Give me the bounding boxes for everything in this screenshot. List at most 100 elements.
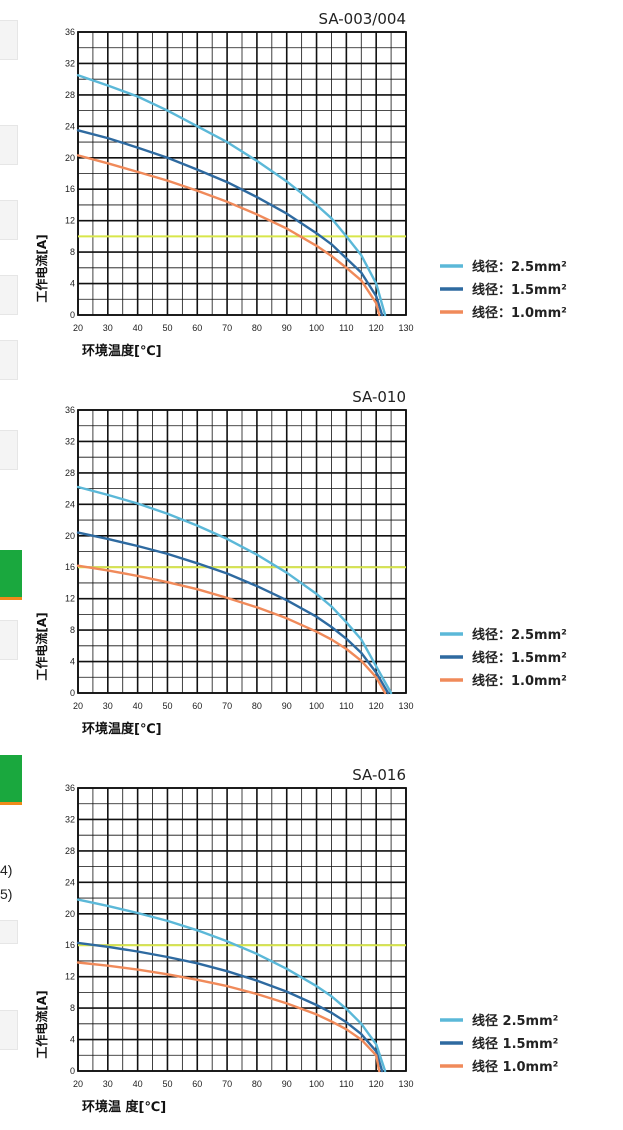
- x-tick-label: 70: [222, 701, 232, 711]
- y-tick-label: 12: [65, 594, 75, 604]
- data-point: [330, 626, 333, 628]
- green-button-fragment[interactable]: [0, 550, 22, 600]
- data-point: [285, 227, 288, 230]
- data-point: [106, 569, 109, 572]
- y-tick-label: 4: [70, 1035, 75, 1045]
- series-line: [76, 941, 384, 1073]
- y-tick-label: 16: [65, 940, 75, 950]
- data-point: [226, 200, 228, 203]
- x-tick-label: 100: [309, 701, 324, 711]
- x-tick-label: 40: [133, 701, 143, 711]
- x-tick-label: 90: [282, 323, 292, 333]
- data-point: [345, 266, 348, 269]
- data-point: [136, 912, 139, 914]
- data-point: [345, 257, 348, 260]
- legend-label: 线径：2.5mm²: [472, 259, 567, 275]
- data-point: [136, 574, 139, 577]
- x-tick-label: 20: [73, 1079, 83, 1089]
- fragment-box: [0, 200, 18, 240]
- data-point: [77, 941, 79, 944]
- data-point: [285, 180, 288, 183]
- data-point: [315, 244, 318, 247]
- y-tick-label: 36: [65, 783, 75, 793]
- data-point: [345, 1021, 348, 1024]
- x-tick-label: 40: [133, 1079, 143, 1089]
- data-point: [166, 973, 169, 976]
- y-tick-label: 8: [70, 247, 75, 257]
- series-line: [76, 531, 390, 695]
- fragment-box: [0, 430, 18, 470]
- data-point: [384, 692, 387, 694]
- data-point: [375, 1043, 378, 1046]
- x-tick-label: 80: [252, 1079, 262, 1089]
- data-point: [136, 146, 139, 149]
- legend-label: 线径：1.0mm²: [472, 673, 567, 689]
- data-point: [345, 1007, 348, 1010]
- x-tick-label: 40: [133, 323, 143, 333]
- y-axis-label: 工作电流[A]: [34, 612, 49, 680]
- data-point: [166, 512, 169, 515]
- x-tick-label: 80: [252, 323, 262, 333]
- data-point: [136, 545, 139, 547]
- y-tick-label: 28: [65, 468, 75, 478]
- data-point: [375, 282, 378, 285]
- y-tick-label: 8: [70, 625, 75, 635]
- data-point: [387, 692, 390, 694]
- y-tick-label: 24: [65, 499, 75, 509]
- data-point: [136, 950, 139, 953]
- fragment-box: [0, 340, 18, 380]
- chart-title: SA-010: [352, 388, 406, 406]
- data-point: [106, 538, 109, 540]
- data-point: [256, 606, 258, 609]
- data-point: [77, 531, 79, 534]
- data-point: [166, 956, 169, 958]
- y-tick-label: 4: [70, 279, 75, 289]
- x-tick-label: 110: [339, 323, 353, 333]
- data-point: [106, 494, 109, 496]
- data-point: [196, 588, 199, 591]
- data-point: [330, 1020, 333, 1023]
- data-point: [345, 637, 348, 640]
- data-point: [315, 1013, 318, 1016]
- x-tick-label: 50: [162, 701, 172, 711]
- y-tick-label: 36: [65, 405, 75, 415]
- y-tick-label: 12: [65, 216, 75, 226]
- y-tick-label: 32: [65, 58, 75, 68]
- x-tick-label: 80: [252, 701, 262, 711]
- data-point: [196, 168, 199, 171]
- data-point: [375, 295, 378, 298]
- data-point: [196, 929, 199, 932]
- data-point: [166, 919, 169, 922]
- data-point: [196, 189, 199, 192]
- green-button-fragment[interactable]: [0, 755, 22, 805]
- data-point: [256, 979, 258, 982]
- data-point: [256, 213, 258, 216]
- chart-title: SA-016: [352, 766, 406, 784]
- data-point: [315, 1004, 318, 1006]
- data-point: [360, 279, 363, 282]
- series-line: [76, 485, 393, 695]
- y-tick-label: 20: [65, 909, 75, 919]
- data-point: [360, 1033, 363, 1035]
- data-point: [196, 524, 199, 527]
- data-point: [285, 990, 288, 993]
- fragment-box: [0, 20, 18, 60]
- data-point: [196, 962, 199, 965]
- data-point: [381, 314, 384, 316]
- left-page-fragment: 4) 5): [0, 0, 26, 1130]
- y-tick-label: 20: [65, 531, 75, 541]
- data-point: [378, 314, 381, 316]
- y-tick-label: 0: [70, 688, 75, 698]
- y-tick-label: 8: [70, 1003, 75, 1013]
- legend-label: 线径 1.0mm²: [472, 1059, 558, 1075]
- data-point: [106, 905, 109, 907]
- data-point: [196, 978, 199, 981]
- data-point: [315, 630, 318, 633]
- data-point: [375, 671, 378, 674]
- fragment-text: 5): [0, 886, 13, 902]
- data-point: [226, 970, 228, 973]
- data-point: [106, 162, 109, 165]
- y-tick-label: 32: [65, 436, 75, 446]
- data-point: [226, 572, 228, 575]
- data-point: [166, 156, 169, 159]
